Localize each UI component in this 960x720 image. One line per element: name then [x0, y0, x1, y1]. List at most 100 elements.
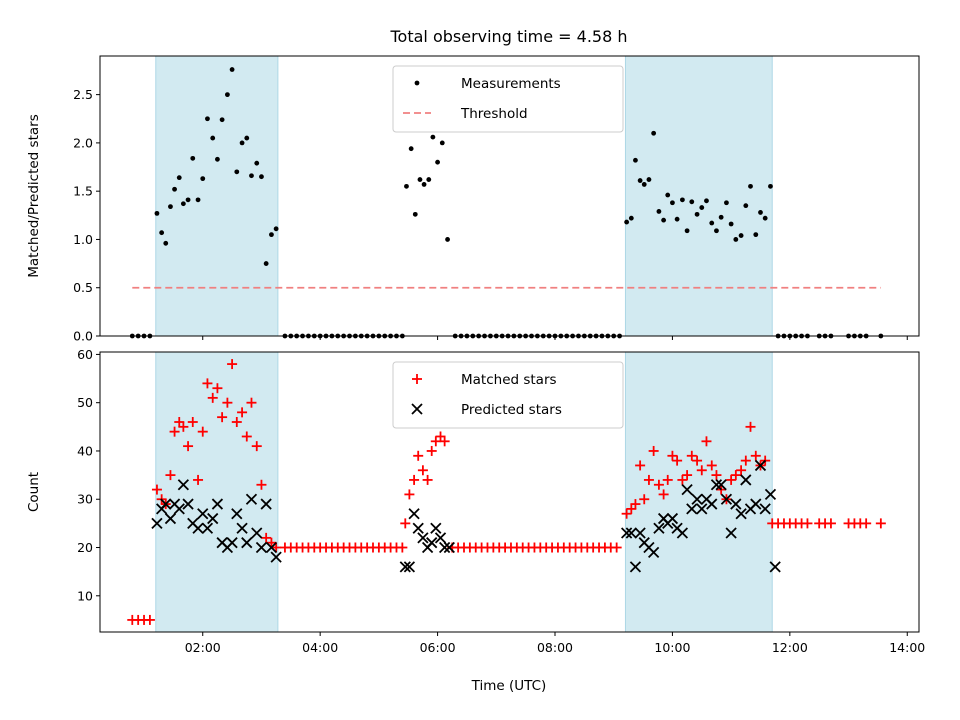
measurement-point: [758, 210, 763, 215]
matched-star-point: [672, 455, 683, 466]
matched-star-point: [165, 470, 176, 481]
matched-star-point: [686, 450, 697, 461]
predicted-star-point: [260, 498, 272, 510]
matched-star-point: [802, 518, 813, 529]
measurement-point: [718, 214, 724, 220]
matched-star-point: [202, 378, 213, 389]
matched-star-point: [187, 417, 198, 427]
predicted-star-point: [750, 498, 762, 510]
measurement-point: [646, 177, 652, 182]
y-tick-label: 10: [77, 588, 93, 603]
predicted-star-point: [226, 537, 238, 549]
measurement-point: [633, 157, 638, 163]
matched-star-point: [643, 474, 654, 485]
measurement-point: [163, 240, 169, 246]
matched-star-point: [183, 441, 194, 452]
matched-star-point: [417, 465, 428, 476]
matched-star-point: [426, 445, 437, 456]
y-tick-label: 1.0: [73, 232, 93, 247]
measurement-point: [704, 198, 709, 204]
matched-star-point: [439, 436, 450, 447]
predicted-star-point: [403, 561, 416, 573]
measurement-point: [656, 209, 662, 214]
legend-marker: [411, 403, 423, 415]
measurement-point: [185, 197, 191, 203]
measurement-point: [743, 203, 749, 209]
predicted-star-point: [173, 503, 185, 515]
shaded-interval: [155, 351, 279, 633]
predicted-star-point: [231, 508, 243, 520]
predicted-star-point: [715, 479, 727, 491]
measurement-point: [408, 146, 414, 152]
matched-star-point: [730, 470, 741, 481]
predicted-star-point: [430, 522, 442, 534]
predicted-star-point: [720, 493, 733, 505]
measurement-point: [724, 200, 729, 206]
predicted-star-point: [160, 498, 172, 510]
matched-star-point: [696, 465, 707, 476]
measurement-point: [709, 220, 715, 226]
matched-star-point: [217, 412, 228, 423]
matched-star-point: [740, 455, 751, 466]
predicted-star-point: [735, 508, 747, 520]
matched-star-point: [231, 417, 242, 427]
measurement-point: [689, 199, 695, 205]
predicted-star-point: [197, 508, 209, 520]
x-tick-label: 04:00: [302, 640, 338, 655]
predicted-star-point: [710, 479, 723, 491]
bottom-y-axis-label: Count: [26, 472, 42, 512]
measurement-point: [412, 211, 418, 217]
matched-star-point: [611, 542, 622, 553]
matched-star-point: [169, 426, 180, 437]
y-tick-label: 0.5: [73, 280, 93, 295]
measurement-point: [435, 159, 440, 165]
measurement-point: [219, 117, 225, 123]
predicted-star-point: [754, 459, 767, 472]
measurement-point: [259, 174, 264, 180]
matched-star-point: [648, 445, 659, 456]
legend-entry-label: Matched stars: [461, 372, 557, 388]
predicted-star-point: [620, 527, 633, 539]
measurement-point: [195, 197, 201, 203]
predicted-star-point: [759, 503, 771, 515]
measurement-point: [200, 176, 206, 182]
y-tick-label: 20: [77, 540, 93, 555]
x-tick-label: 14:00: [889, 640, 925, 655]
matched-star-point: [701, 436, 712, 447]
measurement-point: [172, 186, 177, 192]
measurement-point: [249, 173, 254, 179]
matched-star-point: [266, 537, 277, 548]
matched-star-point: [207, 392, 218, 403]
legend-marker: [414, 80, 420, 86]
predicted-star-point: [211, 498, 224, 510]
top-y-axis-label: Matched/Predicted stars: [26, 114, 42, 277]
measurement-point: [190, 155, 196, 161]
predicted-star-point: [265, 541, 278, 554]
legend-box: [392, 361, 624, 429]
x-tick-label: 08:00: [537, 640, 573, 655]
y-tick-label: 40: [77, 443, 93, 458]
measurement-point: [728, 221, 734, 227]
matched-star-point: [875, 518, 886, 529]
predicted-star-point: [207, 512, 219, 525]
predicted-star-point: [443, 541, 455, 554]
plot-frame: [99, 55, 920, 337]
measurement-point: [254, 160, 260, 166]
measurement-point: [699, 205, 705, 210]
legend-box: [392, 65, 624, 133]
matched-star-point: [237, 407, 248, 418]
predicted-star-point: [725, 527, 737, 539]
predicted-star-point: [696, 503, 708, 515]
predicted-star-point: [399, 561, 411, 573]
matched-star-point: [621, 508, 632, 519]
matched-star-point: [653, 479, 664, 490]
measurement-point: [229, 67, 235, 72]
matched-star-point: [241, 431, 252, 442]
predicted-star-point: [666, 512, 679, 525]
predicted-star-point: [251, 527, 263, 539]
measurement-point: [205, 116, 210, 122]
matched-star-point: [422, 474, 433, 485]
matched-star-point: [212, 383, 223, 394]
measurement-point: [417, 177, 423, 182]
